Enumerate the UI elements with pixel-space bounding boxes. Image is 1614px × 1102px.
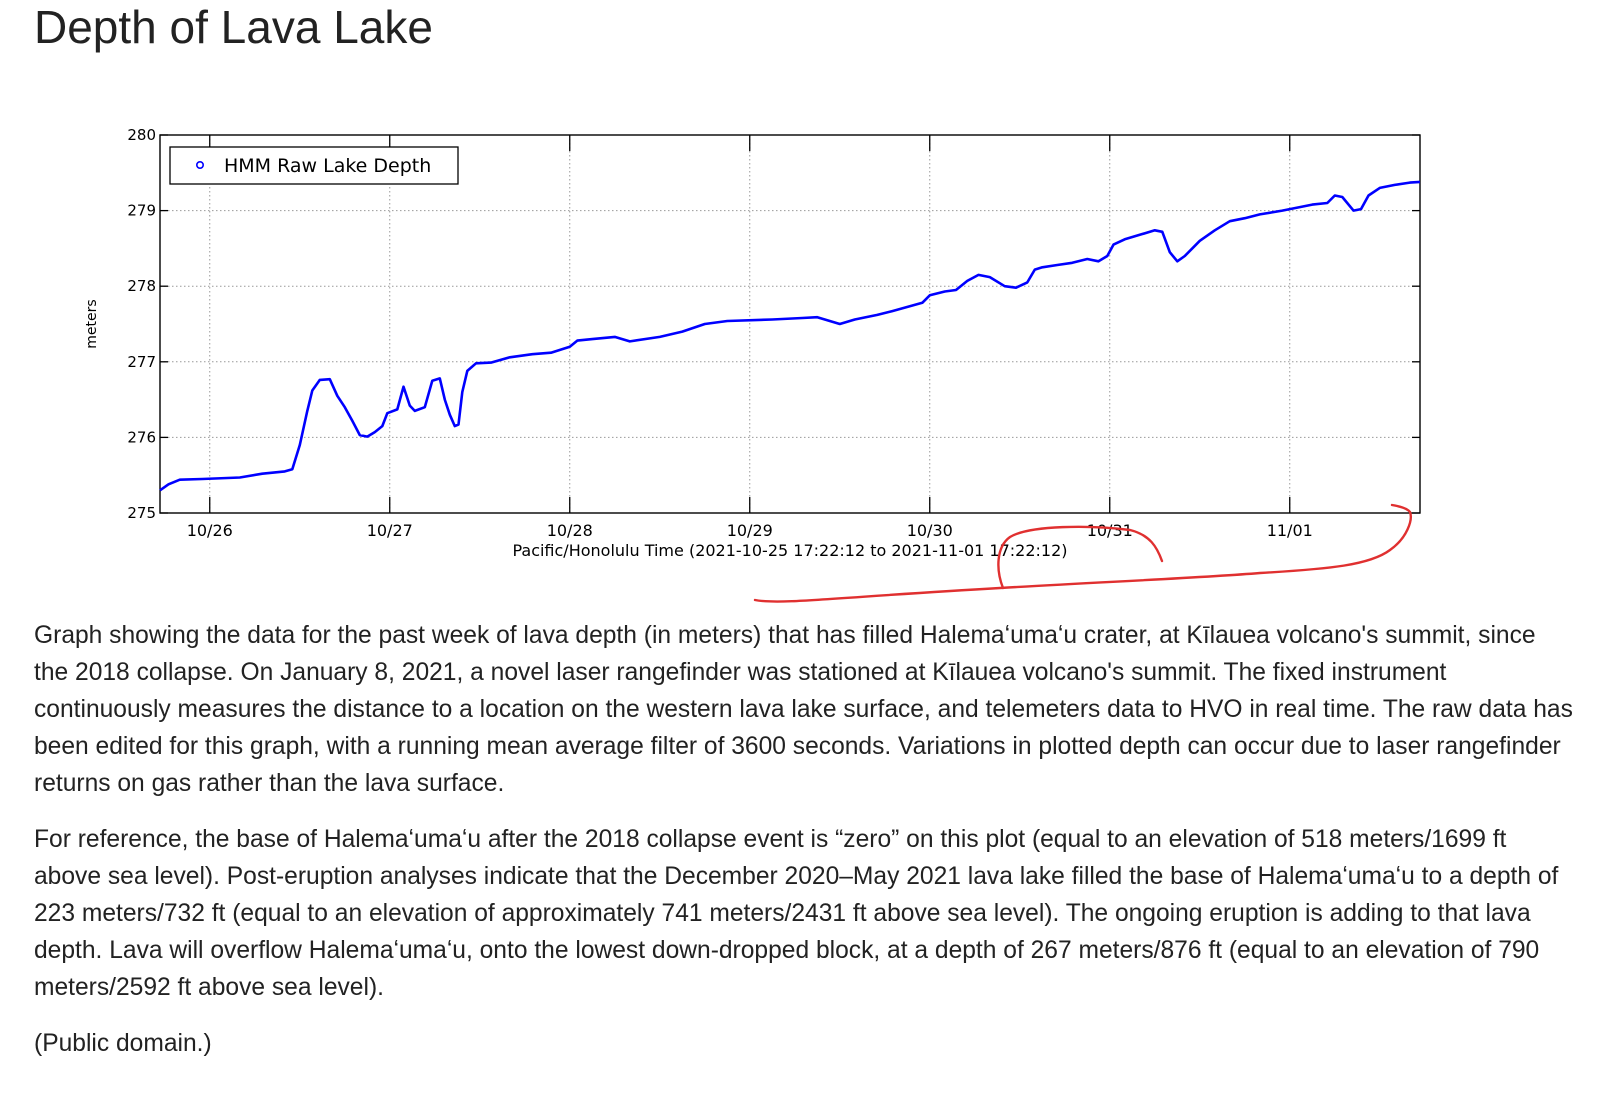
legend: HMM Raw Lake Depth (169, 146, 459, 185)
y-tick-label: 275 (127, 504, 156, 522)
legend-box (169, 146, 459, 185)
x-tick-label: 10/29 (727, 521, 773, 540)
page-title: Depth of Lava Lake (34, 1, 433, 53)
lava-depth-chart: 275 276 277 278 279 280 10/26 10/27 10/28 10/29 10… (84, 126, 1421, 603)
grid-layer (160, 135, 1420, 513)
y-tick-label: 279 (127, 202, 156, 220)
caption-credit: (Public domain.) (34, 1030, 212, 1057)
annotation-underline (753, 503, 1412, 603)
plot-frame (159, 134, 1421, 514)
legend-marker (196, 160, 205, 169)
x-tick-label: 10/30 (907, 521, 953, 540)
caption-paragraph-1: Graph showing the data for the past week… (34, 622, 1573, 797)
series-layer (159, 180, 1421, 492)
legend-label: HMM Raw Lake Depth (224, 155, 431, 177)
annotation-loop (997, 525, 1164, 590)
x-tick-label: 10/26 (187, 521, 233, 540)
x-tick-label: 10/28 (547, 521, 593, 540)
y-tick-label: 276 (127, 428, 156, 446)
x-tick-label: 11/01 (1267, 521, 1313, 540)
series-line-hmm-raw-lake-depth (159, 180, 1421, 492)
x-tick-label: 10/27 (367, 521, 413, 540)
x-axis-label: Pacific/Honolulu Time (2021-10-25 17:22:… (512, 541, 1067, 560)
x-tick-label: 10/31 (1087, 521, 1133, 540)
y-tick-label: 278 (127, 277, 156, 295)
y-tick-label: 280 (127, 126, 156, 144)
red-annotation-scribble (753, 503, 1412, 603)
y-tick-label: 277 (127, 353, 156, 371)
y-axis-label: meters (84, 299, 100, 348)
ticks-layer: 275 276 277 278 279 280 10/26 10/27 10/28 10/29 10… (127, 126, 1420, 540)
caption-paragraph-2: For reference, the base of Halemaʻumaʻu … (34, 826, 1559, 1001)
